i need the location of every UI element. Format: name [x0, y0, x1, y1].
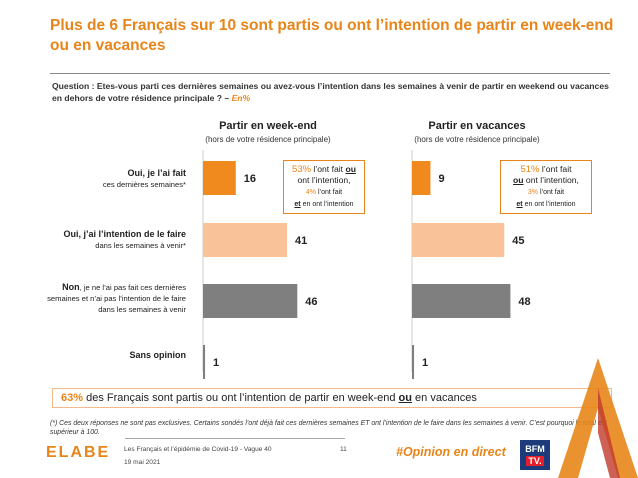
callout-vacances-small-pct: 3% [527, 189, 539, 196]
callout-weekend-small-rest: l’ont fait [316, 189, 343, 196]
summary-text1: des Français sont partis ou ont l’intent… [83, 392, 399, 404]
row-label-fait: Oui, je l’ai fait ces dernières semaines… [36, 168, 186, 190]
panel-title-vacances: Partir en vacances [428, 120, 526, 132]
bar-label-weekend-2: 46 [305, 296, 317, 308]
callout-vacances-ou: ou [513, 175, 524, 185]
callout-vacances-pct: 51% [520, 164, 540, 175]
bar-label-weekend-0: 16 [244, 173, 256, 185]
footer-date: 19 mai 2021 [124, 459, 161, 466]
callout-weekend-l1: l’ont fait [311, 164, 346, 174]
callout-vacances-small-l2: en ont l’intention [522, 201, 576, 208]
bfm-tv-logo: BFM TV. [520, 440, 550, 470]
bar-label-weekend-3: 1 [213, 357, 219, 369]
callout-vacances-l2: ont l’intention, [523, 175, 579, 185]
bar-vacances-3 [412, 345, 415, 379]
bar-label-vacances-2: 48 [518, 296, 530, 308]
bar-label-vacances-1: 45 [512, 235, 524, 247]
callout-vacances: 51% l’ont fait ou ont l’intention, 3% l’… [500, 160, 592, 214]
question-unit: En% [231, 93, 251, 103]
callout-weekend: 53% l’ont fait ou ont l’intention, 4% l’… [283, 160, 365, 214]
row-label-sans-opinion-bold: Sans opinion [129, 350, 186, 360]
question-body: Question : Etes-vous parti ces dernières… [52, 81, 609, 103]
row-label-fait-rest: ces dernières semaines* [102, 180, 186, 189]
callout-weekend-small-l2: en ont l’intention [300, 201, 354, 208]
summary-text2: en vacances [412, 392, 477, 404]
bar-weekend-1 [203, 223, 288, 257]
bar-vacances-1 [412, 223, 505, 257]
bar-weekend-3 [203, 345, 206, 379]
bar-weekend-2 [203, 284, 298, 318]
bfm-logo-line2: TV. [526, 456, 544, 466]
footnote: (*) Ces deux réponses ne sont pas exclus… [50, 420, 608, 436]
callout-vacances-l1: l’ont fait [539, 164, 572, 174]
hashtag-text: #Opinion en direct [396, 445, 506, 459]
footer-divider [125, 438, 345, 439]
page-title: Plus de 6 Français sur 10 sont partis ou… [50, 17, 614, 54]
summary-ou: ou [398, 392, 412, 404]
panel-header-vacances: Partir en vacances (hors de votre réside… [402, 120, 552, 144]
callout-weekend-pct: 53% [292, 164, 312, 175]
bar-weekend-0 [203, 161, 236, 195]
panel-header-weekend: Partir en week-end (hors de votre réside… [198, 120, 338, 144]
bar-label-vacances-0: 9 [438, 173, 444, 185]
callout-weekend-et: et [294, 201, 301, 208]
row-label-sans-opinion: Sans opinion [36, 350, 186, 361]
panel-subtitle-vacances: (hors de votre résidence principale) [414, 135, 540, 144]
row-label-non-bold: Non [62, 282, 80, 292]
elabe-logo: ELABE [46, 444, 111, 461]
bar-label-weekend-1: 41 [295, 235, 307, 247]
row-label-fait-bold: Oui, je l’ai fait [127, 168, 186, 178]
callout-weekend-l2: ont l’intention, [297, 175, 351, 185]
bar-vacances-0 [412, 161, 431, 195]
row-label-non: Non, je ne l’ai pas fait ces dernières s… [36, 282, 186, 315]
row-label-intention-rest: dans les semaines à venir* [95, 241, 186, 250]
summary-box: 63% des Français sont partis ou ont l’in… [52, 388, 612, 408]
callout-weekend-small-pct: 4% [305, 189, 317, 196]
bar-label-vacances-3: 1 [422, 357, 428, 369]
question-text: Question : Etes-vous parti ces dernières… [52, 80, 612, 104]
summary-pct: 63% [61, 392, 84, 404]
row-label-intention: Oui, j’ai l’intention de le faire dans l… [16, 229, 186, 251]
elabe-arrow-decoration [558, 358, 638, 478]
row-label-intention-bold: Oui, j’ai l’intention de le faire [63, 229, 186, 239]
callout-vacances-et: et [516, 201, 523, 208]
row-label-non-rest: , je ne l’ai pas fait ces dernières sema… [47, 283, 186, 314]
bar-chart: 16 41 46 1 9 45 48 1 [202, 150, 531, 379]
page-number: 11 [340, 446, 347, 453]
bar-vacances-2 [412, 284, 511, 318]
footer-source: Les Français et l’épidémie de Covid-19 -… [124, 446, 272, 453]
callout-vacances-small-rest: l’ont fait [538, 189, 565, 196]
panel-subtitle-weekend: (hors de votre résidence principale) [205, 135, 331, 144]
bfm-logo-line1: BFM [525, 444, 545, 454]
panel-title-weekend: Partir en week-end [219, 120, 317, 132]
callout-weekend-ou: ou [345, 164, 356, 174]
title-divider [50, 73, 610, 74]
